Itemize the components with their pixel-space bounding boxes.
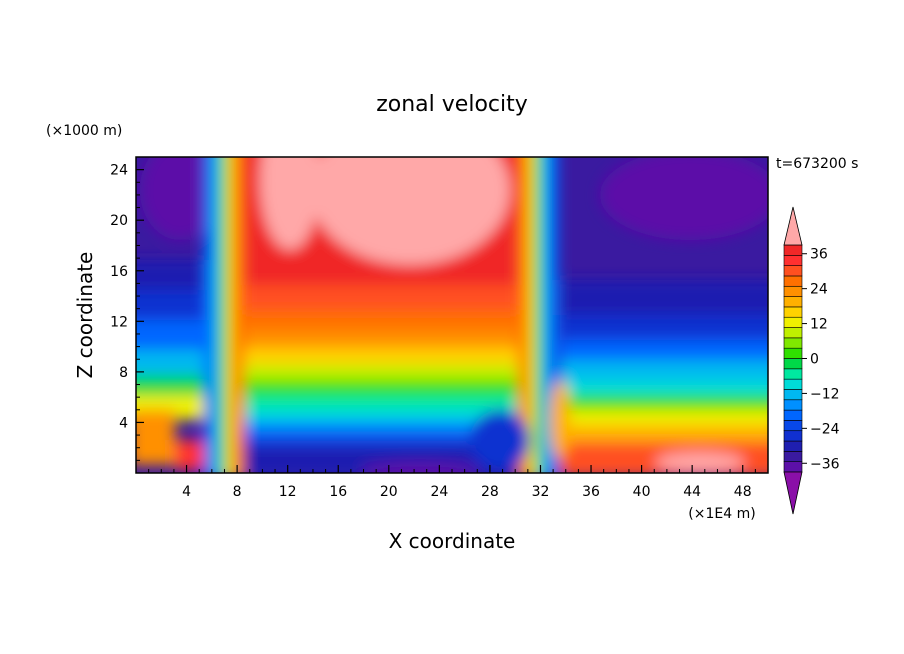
y-axis: 4 8 12 16 20 24 bbox=[110, 163, 144, 461]
time-label: t=673200 s bbox=[776, 156, 858, 172]
colorbar: 36 24 12 0 −12 −24 −36 bbox=[783, 206, 840, 515]
x-tick-label: 48 bbox=[734, 484, 752, 500]
colorbar-tick-label: 12 bbox=[810, 317, 828, 333]
colorbar-swatch bbox=[783, 440, 803, 452]
colorbar-swatch bbox=[783, 255, 803, 266]
x-tick-label: 20 bbox=[380, 484, 398, 500]
x-axis: 4 8 12 16 20 24 28 32 36 40 44 48 bbox=[148, 465, 756, 500]
y-tick-label: 16 bbox=[110, 264, 128, 280]
x-tick-label: 12 bbox=[279, 484, 297, 500]
colorbar-swatch bbox=[783, 451, 803, 462]
contour-field bbox=[136, 157, 768, 473]
y-tick-label: 8 bbox=[119, 365, 128, 381]
colorbar-swatch bbox=[783, 244, 803, 256]
colorbar-tick-label: −12 bbox=[810, 386, 840, 402]
colorbar-swatch bbox=[783, 316, 803, 328]
chart-title: zonal velocity bbox=[376, 92, 528, 117]
y-tick-label: 20 bbox=[110, 213, 128, 229]
y-tick-label: 4 bbox=[119, 415, 128, 431]
x-tick-label: 36 bbox=[582, 484, 600, 500]
colorbar-swatch bbox=[783, 275, 803, 287]
x-tick-label: 24 bbox=[430, 484, 448, 500]
y-tick-label: 24 bbox=[110, 163, 128, 179]
colorbar-swatch bbox=[783, 399, 803, 411]
colorbar-swatch bbox=[783, 409, 803, 421]
x-unit-label: (×1E4 m) bbox=[688, 506, 755, 522]
colorbar-swatch bbox=[783, 389, 803, 401]
colorbar-swatch bbox=[783, 296, 803, 308]
colorbar-swatch bbox=[783, 285, 803, 297]
colorbar-swatch bbox=[783, 306, 803, 318]
colorbar-top-extension bbox=[783, 206, 803, 246]
x-tick-label: 8 bbox=[233, 484, 242, 500]
y-unit-label: (×1000 m) bbox=[46, 123, 122, 139]
colorbar-tick-label: −36 bbox=[810, 456, 840, 472]
x-tick-label: 28 bbox=[481, 484, 499, 500]
colorbar-swatch bbox=[783, 378, 803, 390]
field-blobs bbox=[136, 157, 768, 473]
x-tick-label: 32 bbox=[532, 484, 550, 500]
y-axis-label: Z coordinate bbox=[73, 252, 97, 379]
x-tick-label: 4 bbox=[182, 484, 191, 500]
y-tick-label: 12 bbox=[110, 314, 128, 330]
x-axis-label: X coordinate bbox=[389, 529, 516, 553]
colorbar-swatch bbox=[783, 265, 803, 277]
colorbar-tick-label: 0 bbox=[810, 352, 819, 368]
colorbar-swatch bbox=[783, 337, 803, 349]
colorbar-tick-label: 36 bbox=[810, 247, 828, 263]
colorbar-swatch bbox=[783, 327, 803, 339]
colorbar-tick-label: −24 bbox=[810, 421, 840, 437]
colorbar-swatch bbox=[783, 461, 803, 473]
x-tick-label: 16 bbox=[329, 484, 347, 500]
colorbar-swatch bbox=[783, 430, 803, 442]
colorbar-tick-label: 24 bbox=[810, 282, 828, 298]
colorbar-swatch bbox=[783, 368, 803, 380]
x-tick-label: 44 bbox=[683, 484, 701, 500]
colorbar-bottom-extension bbox=[783, 471, 803, 515]
colorbar-swatch bbox=[783, 358, 803, 370]
colorbar-swatch bbox=[783, 420, 803, 432]
colorbar-swatch bbox=[783, 347, 803, 359]
x-tick-label: 40 bbox=[633, 484, 651, 500]
